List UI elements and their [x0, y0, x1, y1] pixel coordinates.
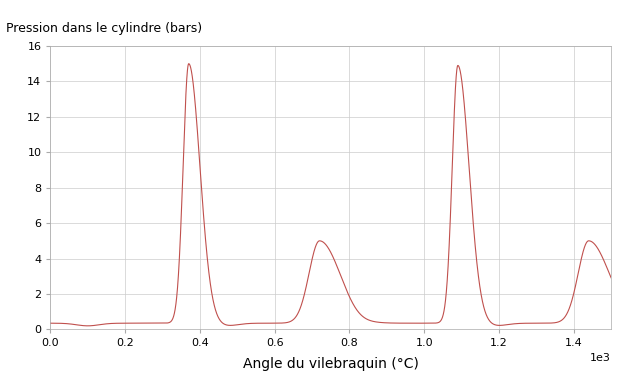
X-axis label: Angle du vilebraquin (°C): Angle du vilebraquin (°C) [243, 357, 419, 371]
Y-axis label: Pression dans le cylindre (bars): Pression dans le cylindre (bars) [6, 21, 202, 34]
